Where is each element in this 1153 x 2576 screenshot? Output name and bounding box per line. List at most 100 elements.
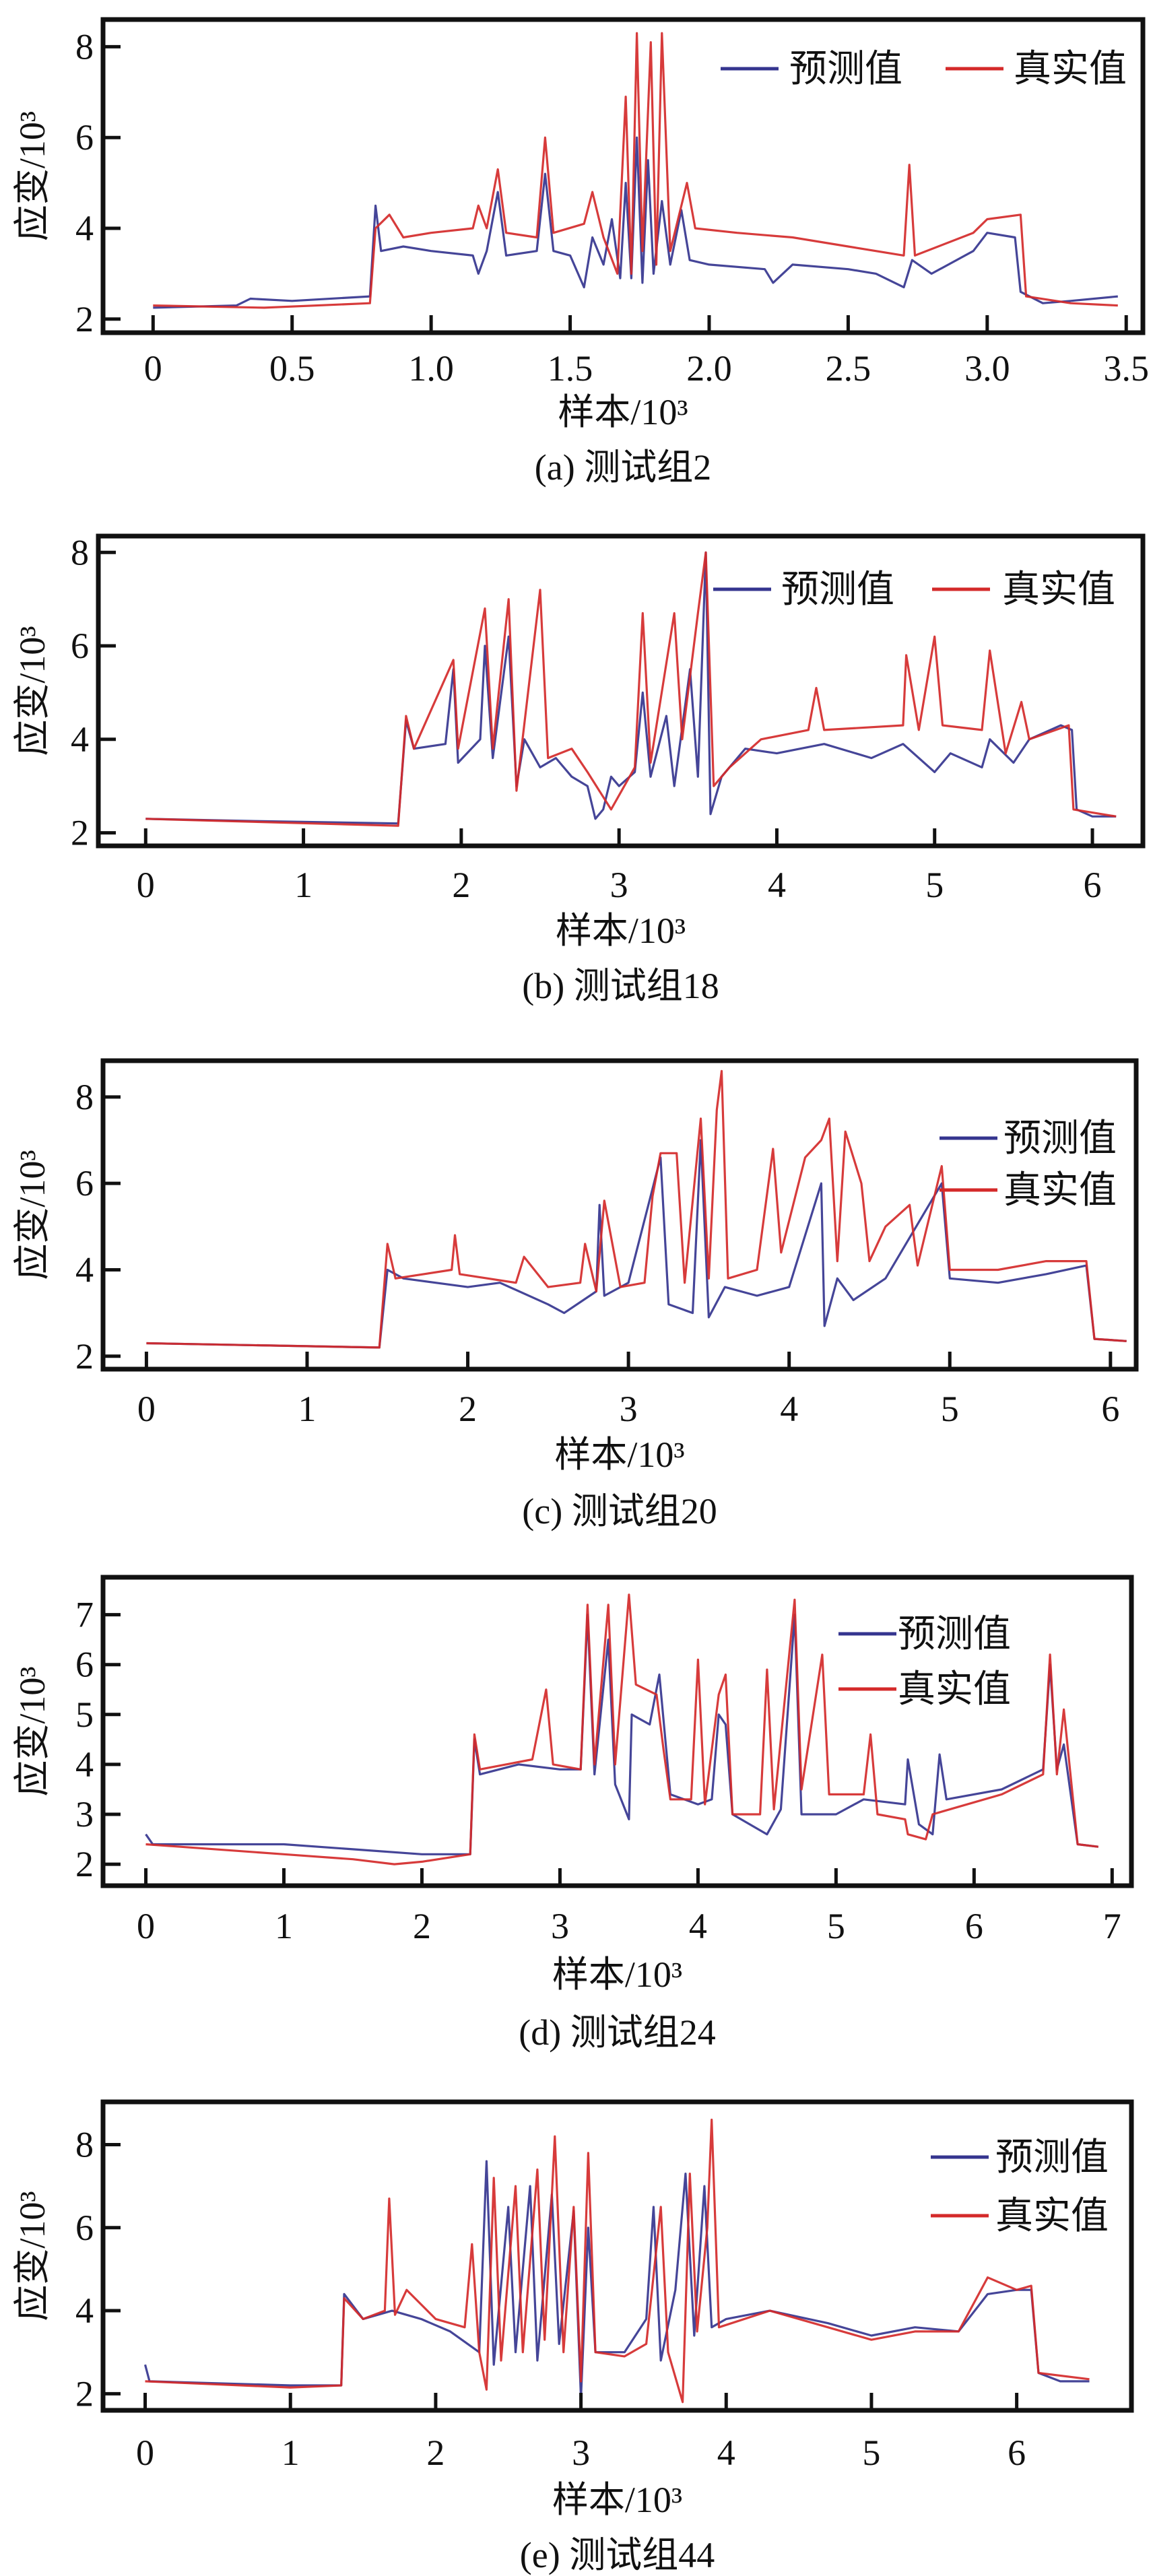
legend-predicted-label: 预测值 bbox=[995, 2137, 1109, 2179]
y-axis-label: 应变/10³ bbox=[12, 2191, 53, 2321]
y-tick-label: 6 bbox=[75, 2208, 94, 2248]
legend-actual-label: 真实值 bbox=[995, 2195, 1109, 2237]
x-axis-label: 样本/10³ bbox=[552, 1954, 682, 1995]
x-tick-label: 0 bbox=[144, 348, 162, 389]
predicted-series-line bbox=[153, 136, 1118, 309]
chart-caption: (a) 测试组2 bbox=[535, 447, 711, 488]
x-tick-label: 0 bbox=[137, 1906, 155, 1946]
x-tick-label: 3 bbox=[620, 1389, 638, 1429]
actual-series-line bbox=[145, 1593, 1098, 1865]
actual-series-line bbox=[153, 32, 1118, 309]
x-tick-label: 5 bbox=[925, 865, 944, 905]
y-tick-label: 6 bbox=[75, 1645, 94, 1685]
predicted-series-line bbox=[145, 1614, 1098, 1855]
x-tick-label: 1 bbox=[275, 1906, 293, 1946]
x-tick-label: 7 bbox=[1103, 1906, 1121, 1946]
x-tick-label: 5 bbox=[862, 2433, 880, 2473]
legend: 预测值 真实值 bbox=[721, 48, 1127, 90]
legend-actual-label: 真实值 bbox=[1003, 1170, 1117, 1212]
y-axis-label: 应变/10³ bbox=[12, 111, 53, 241]
x-tick-label: 2 bbox=[452, 865, 470, 905]
y-tick-label: 5 bbox=[75, 1694, 94, 1735]
legend: 预测值真实值 bbox=[713, 569, 1115, 611]
y-tick-label: 2 bbox=[75, 1844, 94, 1884]
x-tick-label: 6 bbox=[1101, 1389, 1119, 1429]
x-tick-label: 0 bbox=[137, 865, 155, 905]
x-tick-label: 2 bbox=[413, 1906, 431, 1946]
actual-series-line bbox=[145, 551, 1117, 827]
x-tick-label: 5 bbox=[941, 1389, 959, 1429]
x-tick-label: 1 bbox=[282, 2433, 300, 2473]
x-tick-label: 6 bbox=[1084, 865, 1102, 905]
x-tick-label: 1 bbox=[298, 1389, 316, 1429]
legend-predicted-label: 预测值 bbox=[1003, 1118, 1117, 1160]
legend-predicted-label: 预测值 bbox=[789, 48, 902, 90]
predicted-series-line bbox=[143, 2160, 1090, 2400]
x-tick-label: 0 bbox=[136, 2433, 154, 2473]
y-tick-label: 4 bbox=[71, 719, 89, 760]
actual-series-line bbox=[146, 1069, 1127, 1349]
y-tick-label: 7 bbox=[75, 1595, 94, 1635]
chart-d: 0 1 2 3 4 5 6 7 2 3 4 5 6 7 样本/10³ 应变/10³ (d) 测试组24 预测值真实… bbox=[12, 1575, 1134, 2053]
chart-b: 0 1 2 3 4 5 6 2 4 6 8 样本/10³ 应变/10³ (b) 测试组18 预测值 真实值 bbox=[12, 532, 1146, 1006]
x-tick-label: 6 bbox=[965, 1906, 983, 1946]
x-tick-label: 3 bbox=[551, 1906, 569, 1946]
x-axis-label: 样本/10³ bbox=[558, 392, 688, 432]
x-tick-label: 2.0 bbox=[686, 348, 732, 389]
y-tick-label: 2 bbox=[75, 2373, 94, 2414]
chart-a: 0 0.5 1.0 1.5 2.0 2.5 3.0 3.5 2 4 6 8 样本/10³ 应变/10³ (a… bbox=[12, 17, 1149, 488]
x-tick-label: 2 bbox=[459, 1389, 477, 1429]
x-tick-label: 3 bbox=[572, 2433, 590, 2473]
chart-caption: (e) 测试组44 bbox=[520, 2535, 715, 2575]
legend-predicted-label: 预测值 bbox=[898, 1614, 1011, 1655]
y-tick-label: 3 bbox=[75, 1794, 94, 1835]
x-tick-label: 4 bbox=[689, 1906, 707, 1946]
y-axis-label: 应变/10³ bbox=[12, 1666, 53, 1796]
x-tick-label: 6 bbox=[1008, 2433, 1026, 2473]
x-axis-label: 样本/10³ bbox=[554, 1434, 684, 1475]
chart-caption: (b) 测试组18 bbox=[522, 966, 719, 1006]
y-tick-label: 6 bbox=[71, 626, 89, 666]
chart-caption: (c) 测试组20 bbox=[522, 1491, 717, 1531]
chart-caption: (d) 测试组24 bbox=[519, 2012, 715, 2053]
y-tick-label: 8 bbox=[75, 1077, 94, 1117]
x-tick-label: 1.5 bbox=[548, 348, 593, 389]
y-tick-label: 4 bbox=[75, 208, 94, 249]
predicted-series-line bbox=[145, 551, 1117, 825]
x-tick-label: 2.5 bbox=[826, 348, 871, 389]
y-tick-label: 2 bbox=[75, 299, 94, 339]
y-tick-label: 6 bbox=[75, 1163, 94, 1203]
x-axis-label: 样本/10³ bbox=[552, 2480, 682, 2520]
y-tick-label: 4 bbox=[75, 1744, 94, 1785]
y-tick-label: 8 bbox=[71, 532, 89, 572]
y-tick-label: 2 bbox=[71, 813, 89, 853]
x-tick-label: 4 bbox=[717, 2433, 735, 2473]
x-tick-label: 5 bbox=[827, 1906, 845, 1946]
y-axis-label: 应变/10³ bbox=[12, 1150, 53, 1280]
plot-frame bbox=[100, 17, 1146, 335]
plot-frame bbox=[100, 1058, 1139, 1372]
x-tick-label: 0 bbox=[137, 1389, 156, 1429]
y-tick-label: 8 bbox=[75, 2124, 94, 2165]
x-tick-label: 3.5 bbox=[1103, 348, 1149, 389]
y-tick-label: 8 bbox=[75, 26, 94, 67]
x-tick-label: 0.5 bbox=[269, 348, 315, 389]
y-axis-label: 应变/10³ bbox=[12, 626, 53, 756]
y-tick-label: 4 bbox=[75, 2290, 94, 2331]
plot-frame bbox=[100, 1575, 1134, 1888]
actual-series-line bbox=[145, 2118, 1090, 2404]
y-tick-label: 4 bbox=[75, 1249, 94, 1290]
x-tick-label: 3 bbox=[610, 865, 628, 905]
x-tick-label: 2 bbox=[426, 2433, 444, 2473]
legend-actual-label: 真实值 bbox=[1002, 569, 1115, 611]
x-tick-label: 3.0 bbox=[964, 348, 1010, 389]
legend-actual-label: 真实值 bbox=[1014, 48, 1127, 90]
predicted-series-line bbox=[146, 1139, 1127, 1349]
x-axis-label: 样本/10³ bbox=[556, 911, 686, 951]
